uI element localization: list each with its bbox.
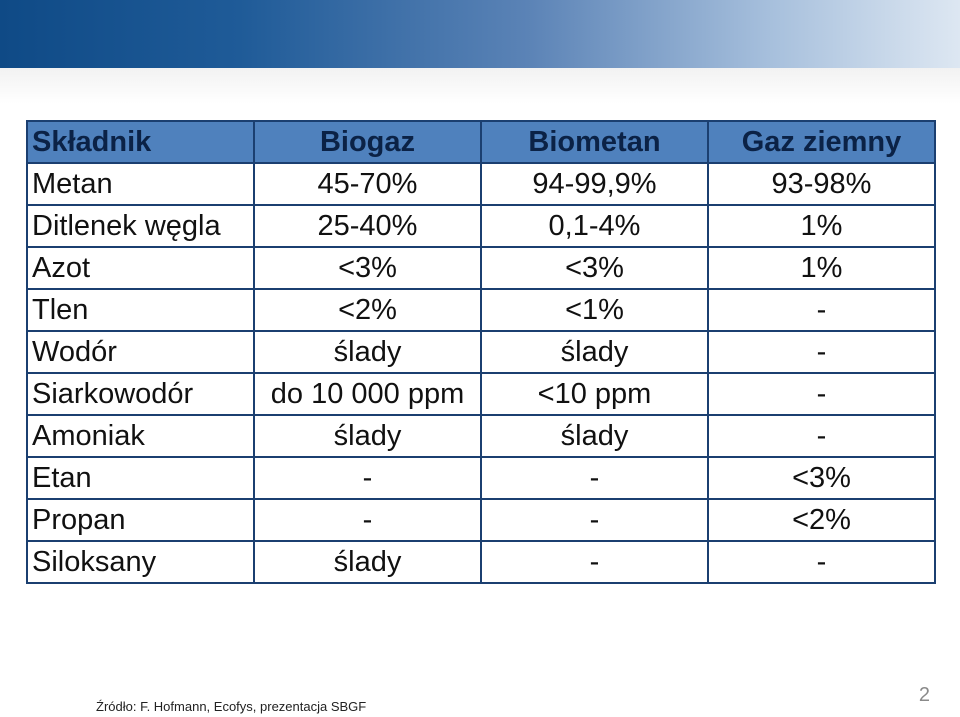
header-cell-biogas: Biogaz bbox=[253, 120, 482, 164]
table-cell: - bbox=[707, 540, 936, 584]
table-cell: - bbox=[253, 456, 482, 500]
table-cell: <2% bbox=[707, 498, 936, 542]
table-row: Propan - - <2% bbox=[26, 498, 936, 542]
row-label: Propan bbox=[26, 498, 255, 542]
table-row: Metan 45-70% 94-99,9% 93-98% bbox=[26, 162, 936, 206]
header-cell-component: Składnik bbox=[26, 120, 255, 164]
table-cell: 0,1-4% bbox=[480, 204, 709, 248]
table-cell: do 10 000 ppm bbox=[253, 372, 482, 416]
table-cell: ślady bbox=[253, 540, 482, 584]
source-note: Źródło: F. Hofmann, Ecofys, prezentacja … bbox=[96, 699, 367, 714]
table-cell: 25-40% bbox=[253, 204, 482, 248]
row-label: Tlen bbox=[26, 288, 255, 332]
table-cell: - bbox=[707, 372, 936, 416]
table-row: Etan - - <3% bbox=[26, 456, 936, 500]
table-cell: 1% bbox=[707, 204, 936, 248]
table-cell: ślady bbox=[480, 414, 709, 458]
table-cell: 45-70% bbox=[253, 162, 482, 206]
table-cell: - bbox=[480, 456, 709, 500]
table-row: Siloksany ślady - - bbox=[26, 540, 936, 584]
row-label: Metan bbox=[26, 162, 255, 206]
table-cell: <2% bbox=[253, 288, 482, 332]
table-row: Amoniak ślady ślady - bbox=[26, 414, 936, 458]
row-label: Siloksany bbox=[26, 540, 255, 584]
row-label: Wodór bbox=[26, 330, 255, 374]
table-cell: 94-99,9% bbox=[480, 162, 709, 206]
table-cell: <10 ppm bbox=[480, 372, 709, 416]
title-banner bbox=[0, 0, 960, 68]
table-cell: 1% bbox=[707, 246, 936, 290]
table-cell: 93-98% bbox=[707, 162, 936, 206]
table-cell: - bbox=[480, 498, 709, 542]
table-cell: ślady bbox=[480, 330, 709, 374]
table-row: Siarkowodór do 10 000 ppm <10 ppm - bbox=[26, 372, 936, 416]
table-cell: - bbox=[480, 540, 709, 584]
row-label: Siarkowodór bbox=[26, 372, 255, 416]
page-number: 2 bbox=[918, 684, 930, 706]
table-cell: ślady bbox=[253, 330, 482, 374]
row-label: Etan bbox=[26, 456, 255, 500]
table-cell: - bbox=[253, 498, 482, 542]
header-row: Składnik Biogaz Biometan Gaz ziemny bbox=[26, 120, 936, 164]
table-cell: <3% bbox=[707, 456, 936, 500]
gas-composition-table: Składnik Biogaz Biometan Gaz ziemny Meta… bbox=[26, 120, 936, 584]
row-label: Amoniak bbox=[26, 414, 255, 458]
row-label: Ditlenek węgla bbox=[26, 204, 255, 248]
table-cell: - bbox=[707, 414, 936, 458]
table-cell: <3% bbox=[253, 246, 482, 290]
table-row: Tlen <2% <1% - bbox=[26, 288, 936, 332]
table-row: Azot <3% <3% 1% bbox=[26, 246, 936, 290]
table-row: Ditlenek węgla 25-40% 0,1-4% 1% bbox=[26, 204, 936, 248]
banner-shadow bbox=[0, 68, 960, 104]
header-cell-natural-gas: Gaz ziemny bbox=[707, 120, 936, 164]
table-cell: - bbox=[707, 330, 936, 374]
table-cell: ślady bbox=[253, 414, 482, 458]
row-label: Azot bbox=[26, 246, 255, 290]
table-cell: - bbox=[707, 288, 936, 332]
table-cell: <3% bbox=[480, 246, 709, 290]
table-row: Wodór ślady ślady - bbox=[26, 330, 936, 374]
header-cell-biomethane: Biometan bbox=[480, 120, 709, 164]
table-cell: <1% bbox=[480, 288, 709, 332]
